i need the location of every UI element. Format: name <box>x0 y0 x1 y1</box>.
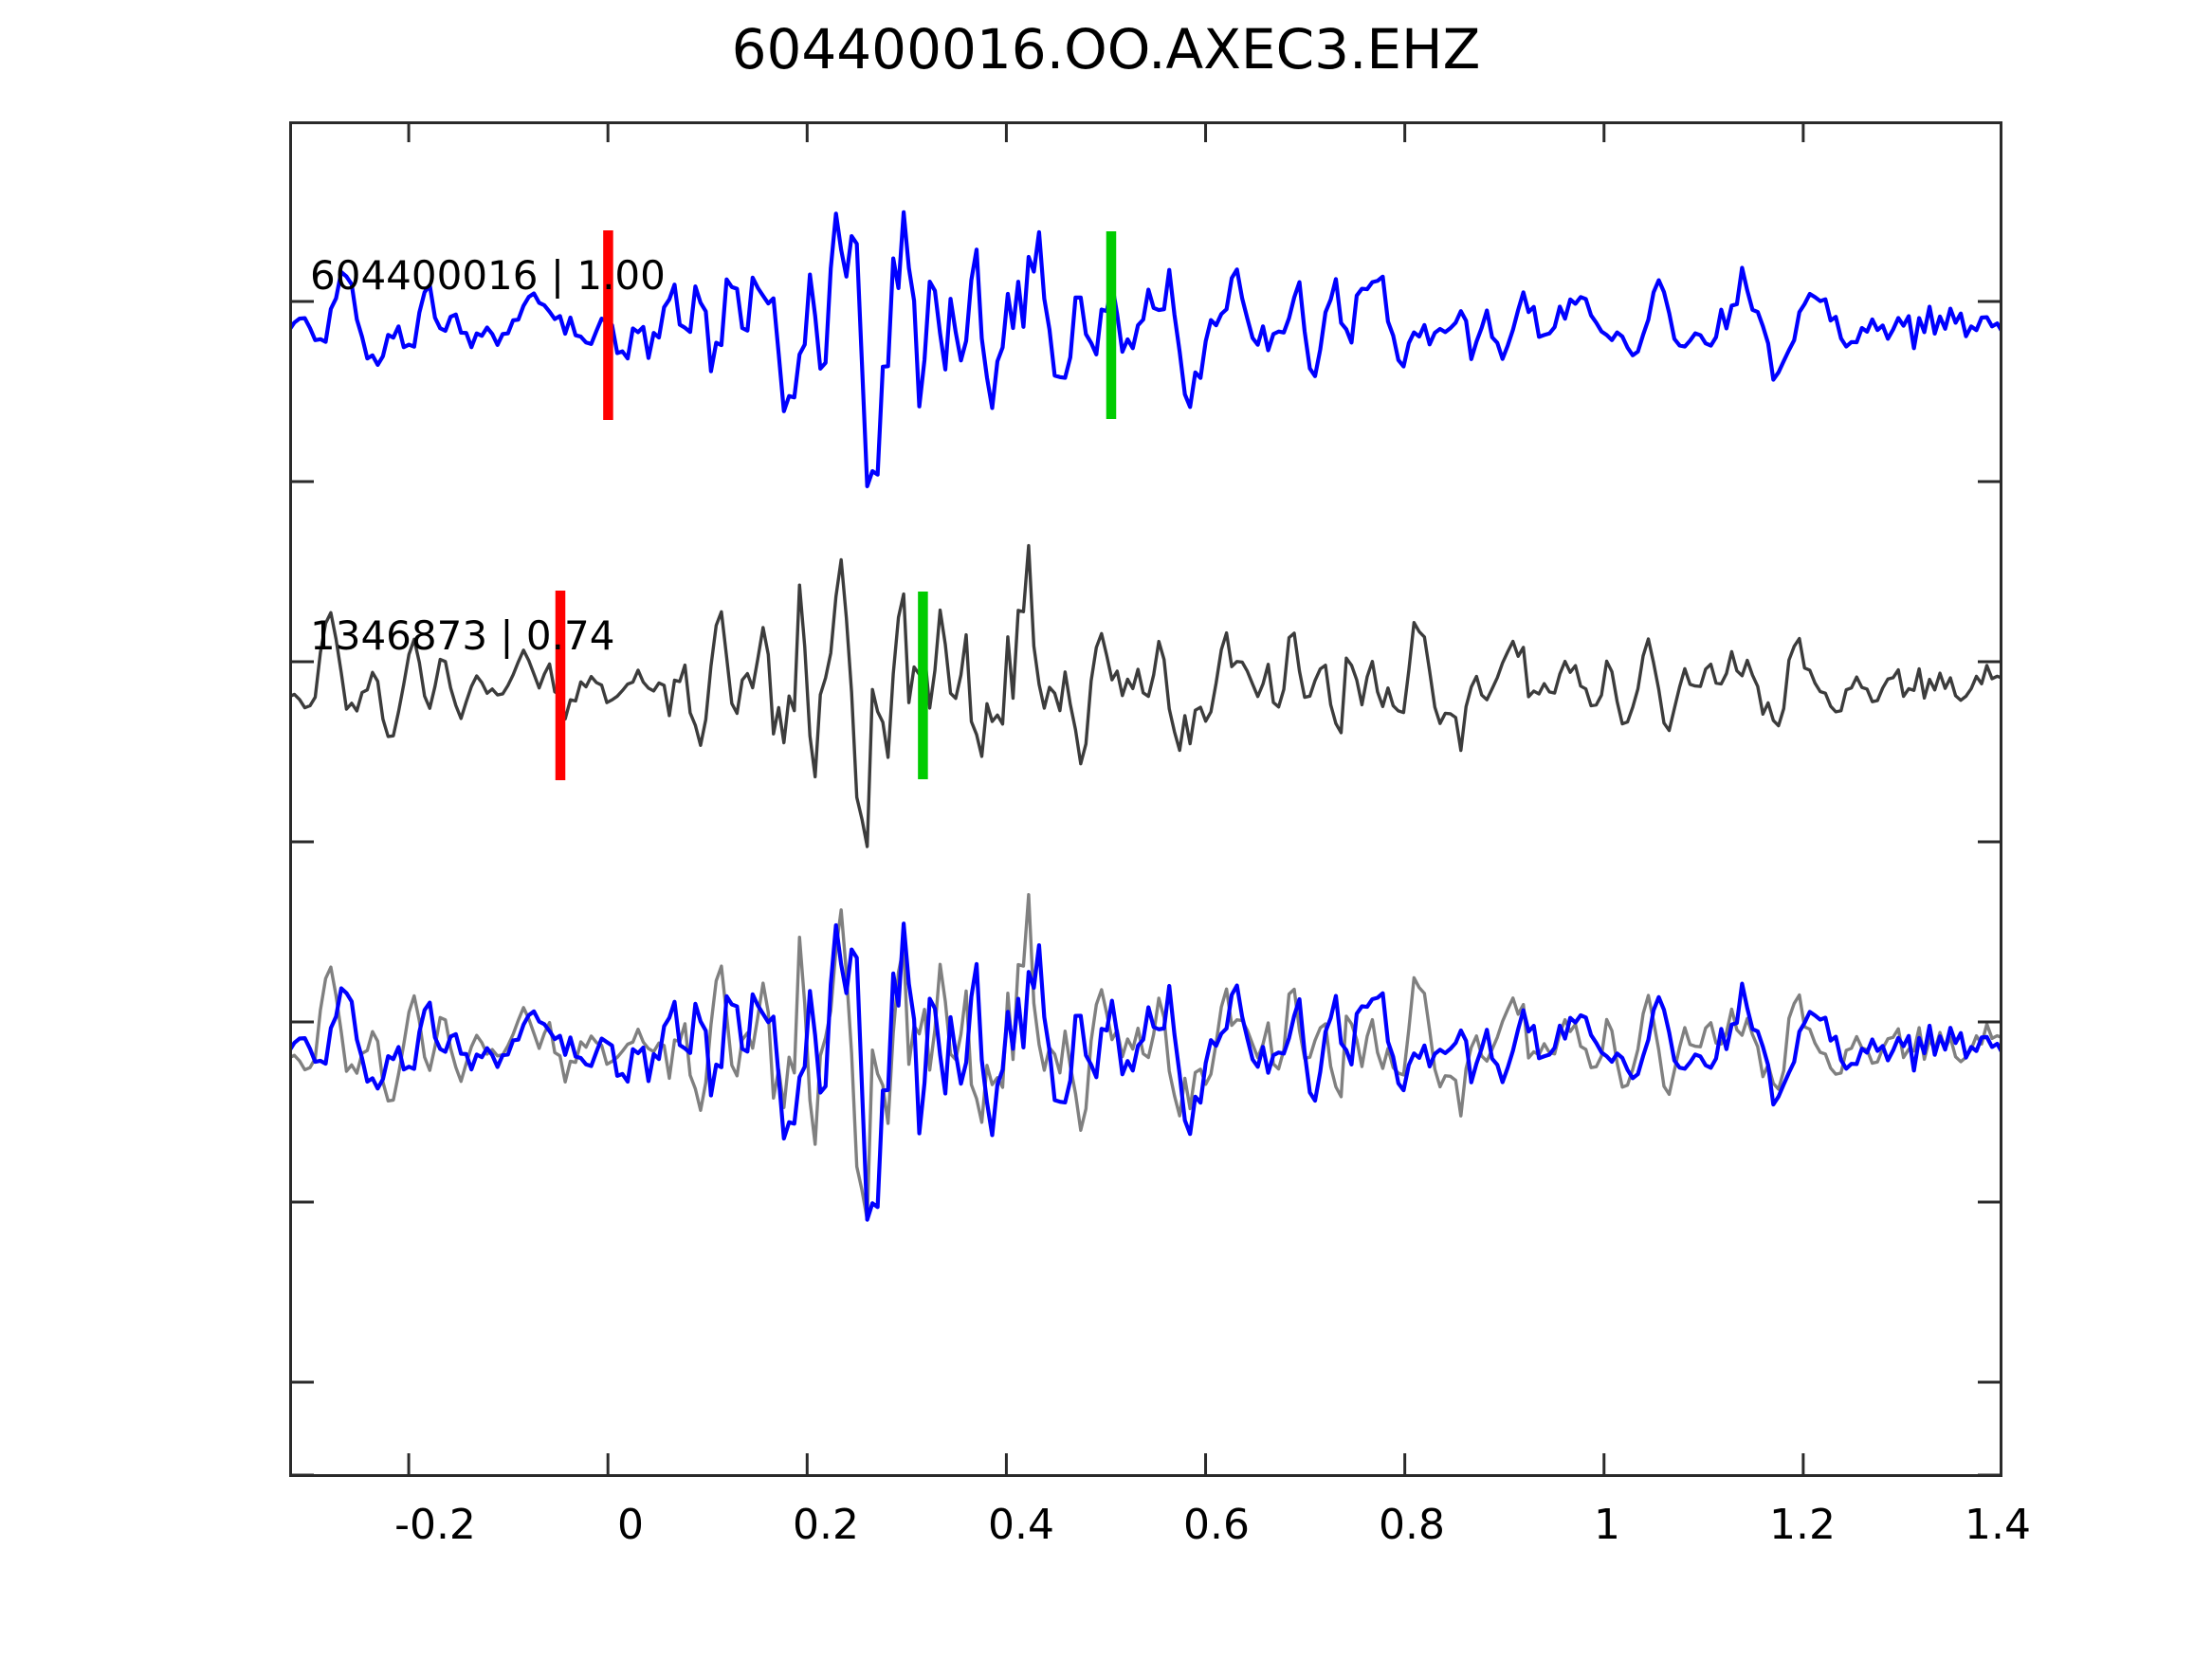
waveform-path <box>289 921 2002 1222</box>
waveform-canvas <box>289 121 2002 1477</box>
waveform-path <box>289 893 2002 1222</box>
p-pick-trace-1-marker <box>603 230 613 420</box>
xtick-label-7: 1.2 <box>1769 1501 1836 1549</box>
xtick-label-5: 0.8 <box>1379 1501 1445 1549</box>
p-pick-trace-2-marker <box>555 591 566 780</box>
xtick-label-3: 0.4 <box>988 1501 1054 1549</box>
xtick-label-4: 0.6 <box>1183 1501 1250 1549</box>
xtick-label-1: 0 <box>617 1501 644 1549</box>
waveform-path <box>289 210 2002 489</box>
xtick-label-2: 0.2 <box>793 1501 859 1549</box>
trace-1-label: 604400016 | 1.00 <box>310 252 666 299</box>
waveform-path <box>289 543 2002 848</box>
s-pick-trace-1-marker <box>1106 231 1117 419</box>
xtick-label-6: 1 <box>1594 1501 1620 1549</box>
xtick-label-0: -0.2 <box>394 1501 476 1549</box>
trace-2-label: 1346873 | 0.74 <box>310 612 615 659</box>
xtick-label-8: 1.4 <box>1965 1501 2031 1549</box>
s-pick-trace-2-marker <box>918 592 928 779</box>
x-axis-tick-labels: -0.2 0 0.2 0.4 0.6 0.8 1 1.2 1.4 <box>289 1501 2031 1567</box>
plot-area: 604400016 | 1.00 1346873 | 0.74 <box>289 121 2002 1477</box>
page-title: 604400016.OO.AXEC3.EHZ <box>731 17 1481 82</box>
